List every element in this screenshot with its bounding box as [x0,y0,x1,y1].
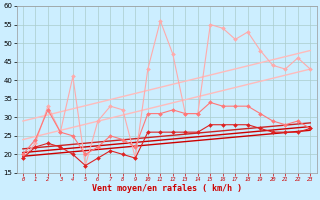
X-axis label: Vent moyen/en rafales ( km/h ): Vent moyen/en rafales ( km/h ) [92,184,242,193]
